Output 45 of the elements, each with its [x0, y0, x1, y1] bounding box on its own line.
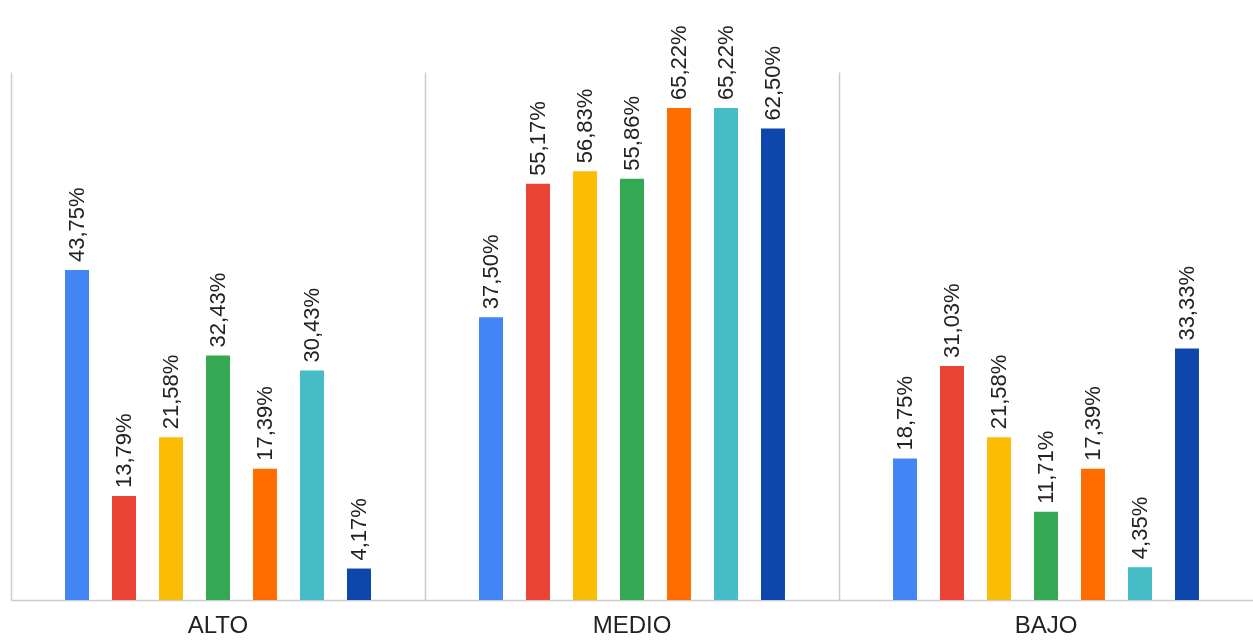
bar [1034, 511, 1058, 600]
bar [1175, 348, 1199, 600]
bar [347, 568, 371, 600]
data-label: 17,39% [252, 386, 277, 461]
data-label: 31,03% [939, 283, 965, 358]
bar [1081, 468, 1105, 600]
data-label: 43,75% [64, 187, 90, 262]
data-label: 65,22% [712, 25, 738, 101]
bar [300, 370, 324, 600]
data-label: 18,75% [892, 375, 918, 451]
data-label: 17,39% [1080, 386, 1105, 461]
bar [940, 365, 964, 600]
bar [573, 171, 597, 600]
bar [761, 128, 785, 600]
bar [987, 437, 1011, 600]
data-label: 13,79% [111, 413, 137, 488]
data-label: 62,50% [759, 45, 785, 121]
data-label: 21,58% [986, 354, 1011, 430]
bar [620, 178, 644, 600]
bar [893, 458, 917, 600]
data-label: 33,33% [1173, 265, 1199, 341]
data-label: 32,43% [205, 272, 230, 348]
data-label: 4,17% [345, 498, 371, 561]
bar [1128, 567, 1152, 600]
bar [526, 183, 550, 600]
data-label: 55,17% [525, 101, 551, 176]
bar [714, 108, 738, 600]
bar [206, 355, 230, 600]
bar [479, 317, 503, 600]
data-label: 65,22% [666, 25, 691, 101]
data-label: 37,50% [478, 234, 504, 310]
x-tick-label: MEDIO [592, 610, 672, 638]
bar [112, 495, 136, 600]
bar [159, 437, 183, 600]
x-tick-label: ALTO [187, 610, 249, 638]
bar [253, 468, 277, 600]
data-label: 11,71% [1033, 430, 1058, 504]
data-label: 56,83% [572, 88, 597, 164]
data-label: 30,43% [298, 287, 324, 363]
bar [65, 270, 89, 600]
data-label: 4,35% [1126, 496, 1152, 560]
bar [667, 108, 691, 600]
x-tick-label: BAJO [1014, 610, 1078, 638]
data-label: 21,58% [158, 354, 183, 430]
data-label: 55,86% [619, 96, 644, 171]
